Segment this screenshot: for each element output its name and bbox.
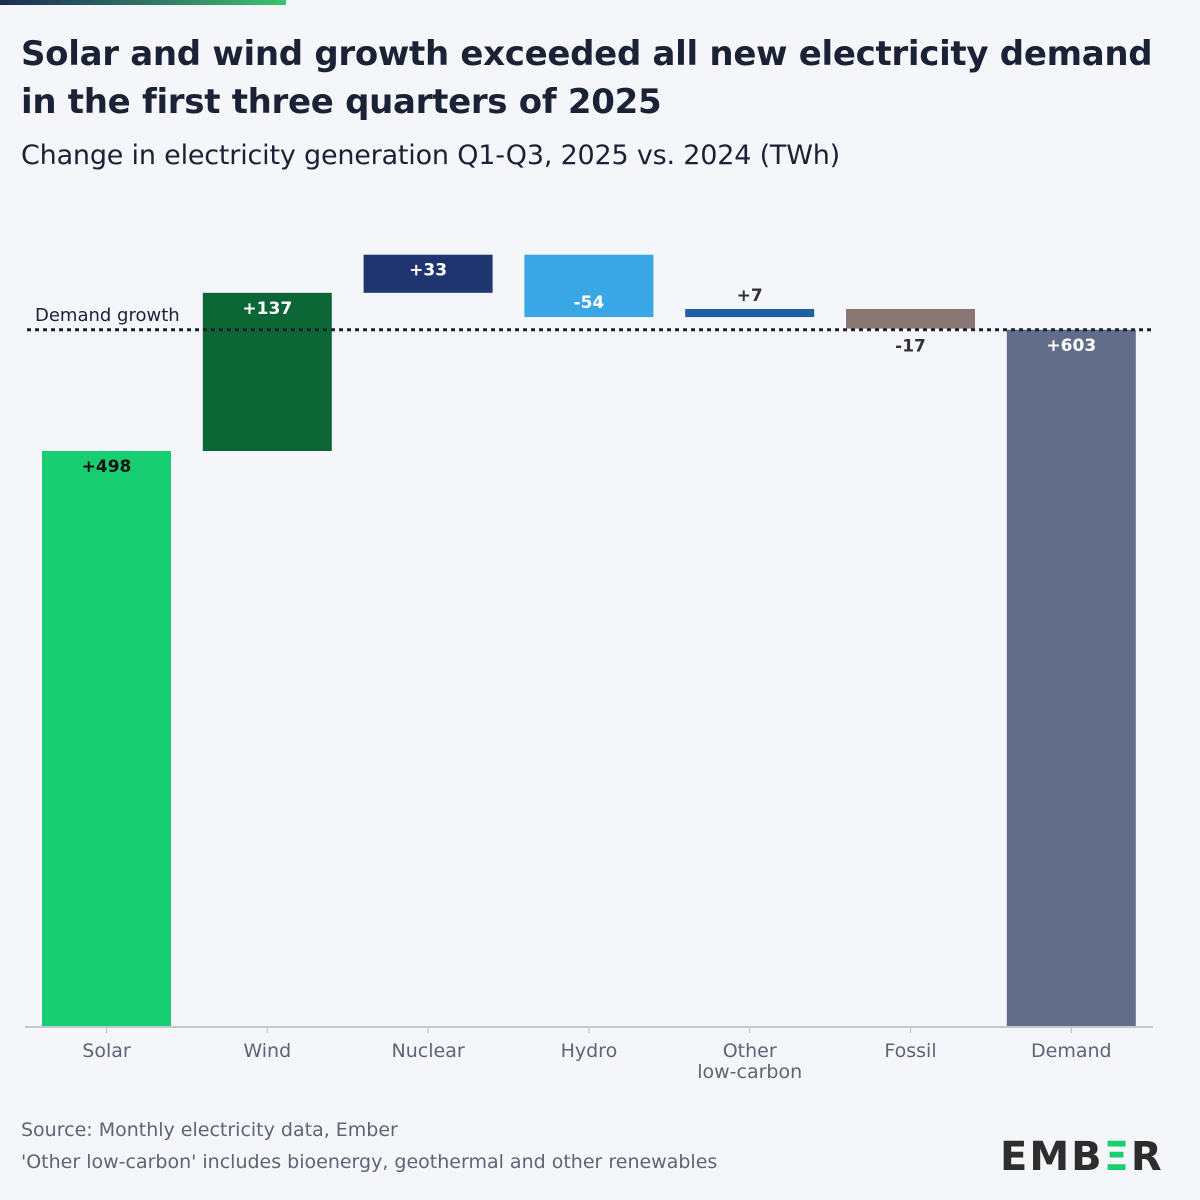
data-label: +603 bbox=[1046, 336, 1096, 356]
bar-solar bbox=[42, 451, 171, 1026]
bar-hydro bbox=[524, 254, 654, 318]
logo-text-pre: EMB bbox=[1000, 1134, 1104, 1180]
bar-demand bbox=[1006, 329, 1136, 1027]
bar-other-low-carbon bbox=[685, 308, 815, 318]
data-label: -17 bbox=[895, 337, 926, 357]
data-label: +498 bbox=[82, 457, 132, 477]
chart-title: Solar and wind growth exceeded all new e… bbox=[21, 34, 1153, 122]
x-tick-label: low-carbon bbox=[697, 1061, 802, 1083]
logo-text-post: R bbox=[1130, 1134, 1164, 1180]
accent-bar bbox=[0, 0, 286, 5]
x-tick-label: Solar bbox=[82, 1040, 131, 1062]
footnote: 'Other low-carbon' includes bioenergy, g… bbox=[21, 1151, 718, 1173]
data-label: +7 bbox=[737, 286, 763, 306]
x-tick-label: Demand bbox=[1031, 1040, 1112, 1062]
bar-fossil bbox=[846, 308, 975, 329]
x-tick-label: Nuclear bbox=[392, 1040, 465, 1062]
x-tick-label: Hydro bbox=[561, 1040, 618, 1062]
x-tick-label: Other bbox=[723, 1040, 777, 1062]
data-label: +137 bbox=[242, 299, 292, 319]
data-label: -54 bbox=[574, 293, 605, 313]
source-note: Source: Monthly electricity data, Ember bbox=[21, 1119, 398, 1141]
bar-wind bbox=[202, 292, 332, 451]
ember-logo: EMBΞR bbox=[1000, 1134, 1164, 1180]
bar-nuclear bbox=[363, 254, 493, 293]
chart-subtitle: Change in electricity generation Q1-Q3, … bbox=[21, 140, 840, 171]
x-tick-label: Fossil bbox=[884, 1040, 936, 1062]
demand-growth-label: Demand growth bbox=[35, 305, 180, 326]
logo-e-glyph: Ξ bbox=[1103, 1134, 1131, 1180]
data-label: +33 bbox=[409, 261, 447, 281]
x-tick-label: Wind bbox=[243, 1040, 291, 1062]
